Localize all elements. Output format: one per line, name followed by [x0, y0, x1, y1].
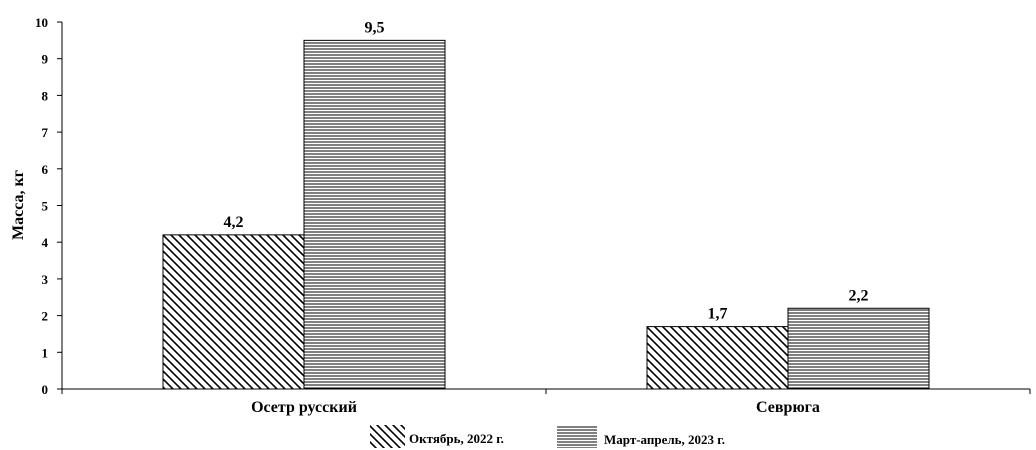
- y-tick-label: 1: [42, 345, 49, 360]
- y-tick-label: 0: [42, 382, 49, 397]
- bars-group: [162, 39, 930, 390]
- legend-label-series-1: Март-апрель, 2023 г.: [604, 432, 725, 447]
- y-tick-label: 10: [35, 15, 48, 30]
- legend-swatch-series-0: [370, 425, 405, 448]
- y-tick-label: 9: [42, 52, 49, 67]
- y-tick-label: 6: [42, 162, 49, 177]
- y-tick-label: 5: [42, 199, 49, 214]
- data-label: 1,7: [708, 306, 728, 323]
- y-axis: 0 1 2 3 4 5 6 7 8 9 10: [35, 15, 1031, 397]
- data-label: 4,2: [224, 214, 244, 231]
- bar-0-1: [303, 39, 446, 390]
- y-tick-label: 7: [42, 125, 49, 140]
- legend-swatch-series-1: [557, 425, 597, 448]
- y-axis-title: Масса, кг: [10, 170, 27, 240]
- value-labels: 4,2 9,5 1,7 2,2: [224, 19, 869, 322]
- y-tick-label: 3: [42, 272, 49, 287]
- bar-1-1: [787, 307, 930, 390]
- y-tick-label: 4: [42, 235, 49, 250]
- data-label: 2,2: [849, 287, 869, 304]
- category-labels: Осетр русский Севрюга: [251, 399, 820, 416]
- bar-0-0: [162, 234, 305, 390]
- category-label: Севрюга: [756, 399, 820, 416]
- y-tick-label: 8: [42, 88, 49, 103]
- bar-1-0: [646, 326, 789, 390]
- legend: Октябрь, 2022 г. Март-апрель, 2023 г.: [370, 425, 725, 448]
- category-label: Осетр русский: [251, 399, 357, 416]
- y-tick-label: 2: [42, 309, 49, 324]
- legend-label-series-0: Октябрь, 2022 г.: [409, 431, 504, 446]
- data-label: 9,5: [365, 19, 385, 36]
